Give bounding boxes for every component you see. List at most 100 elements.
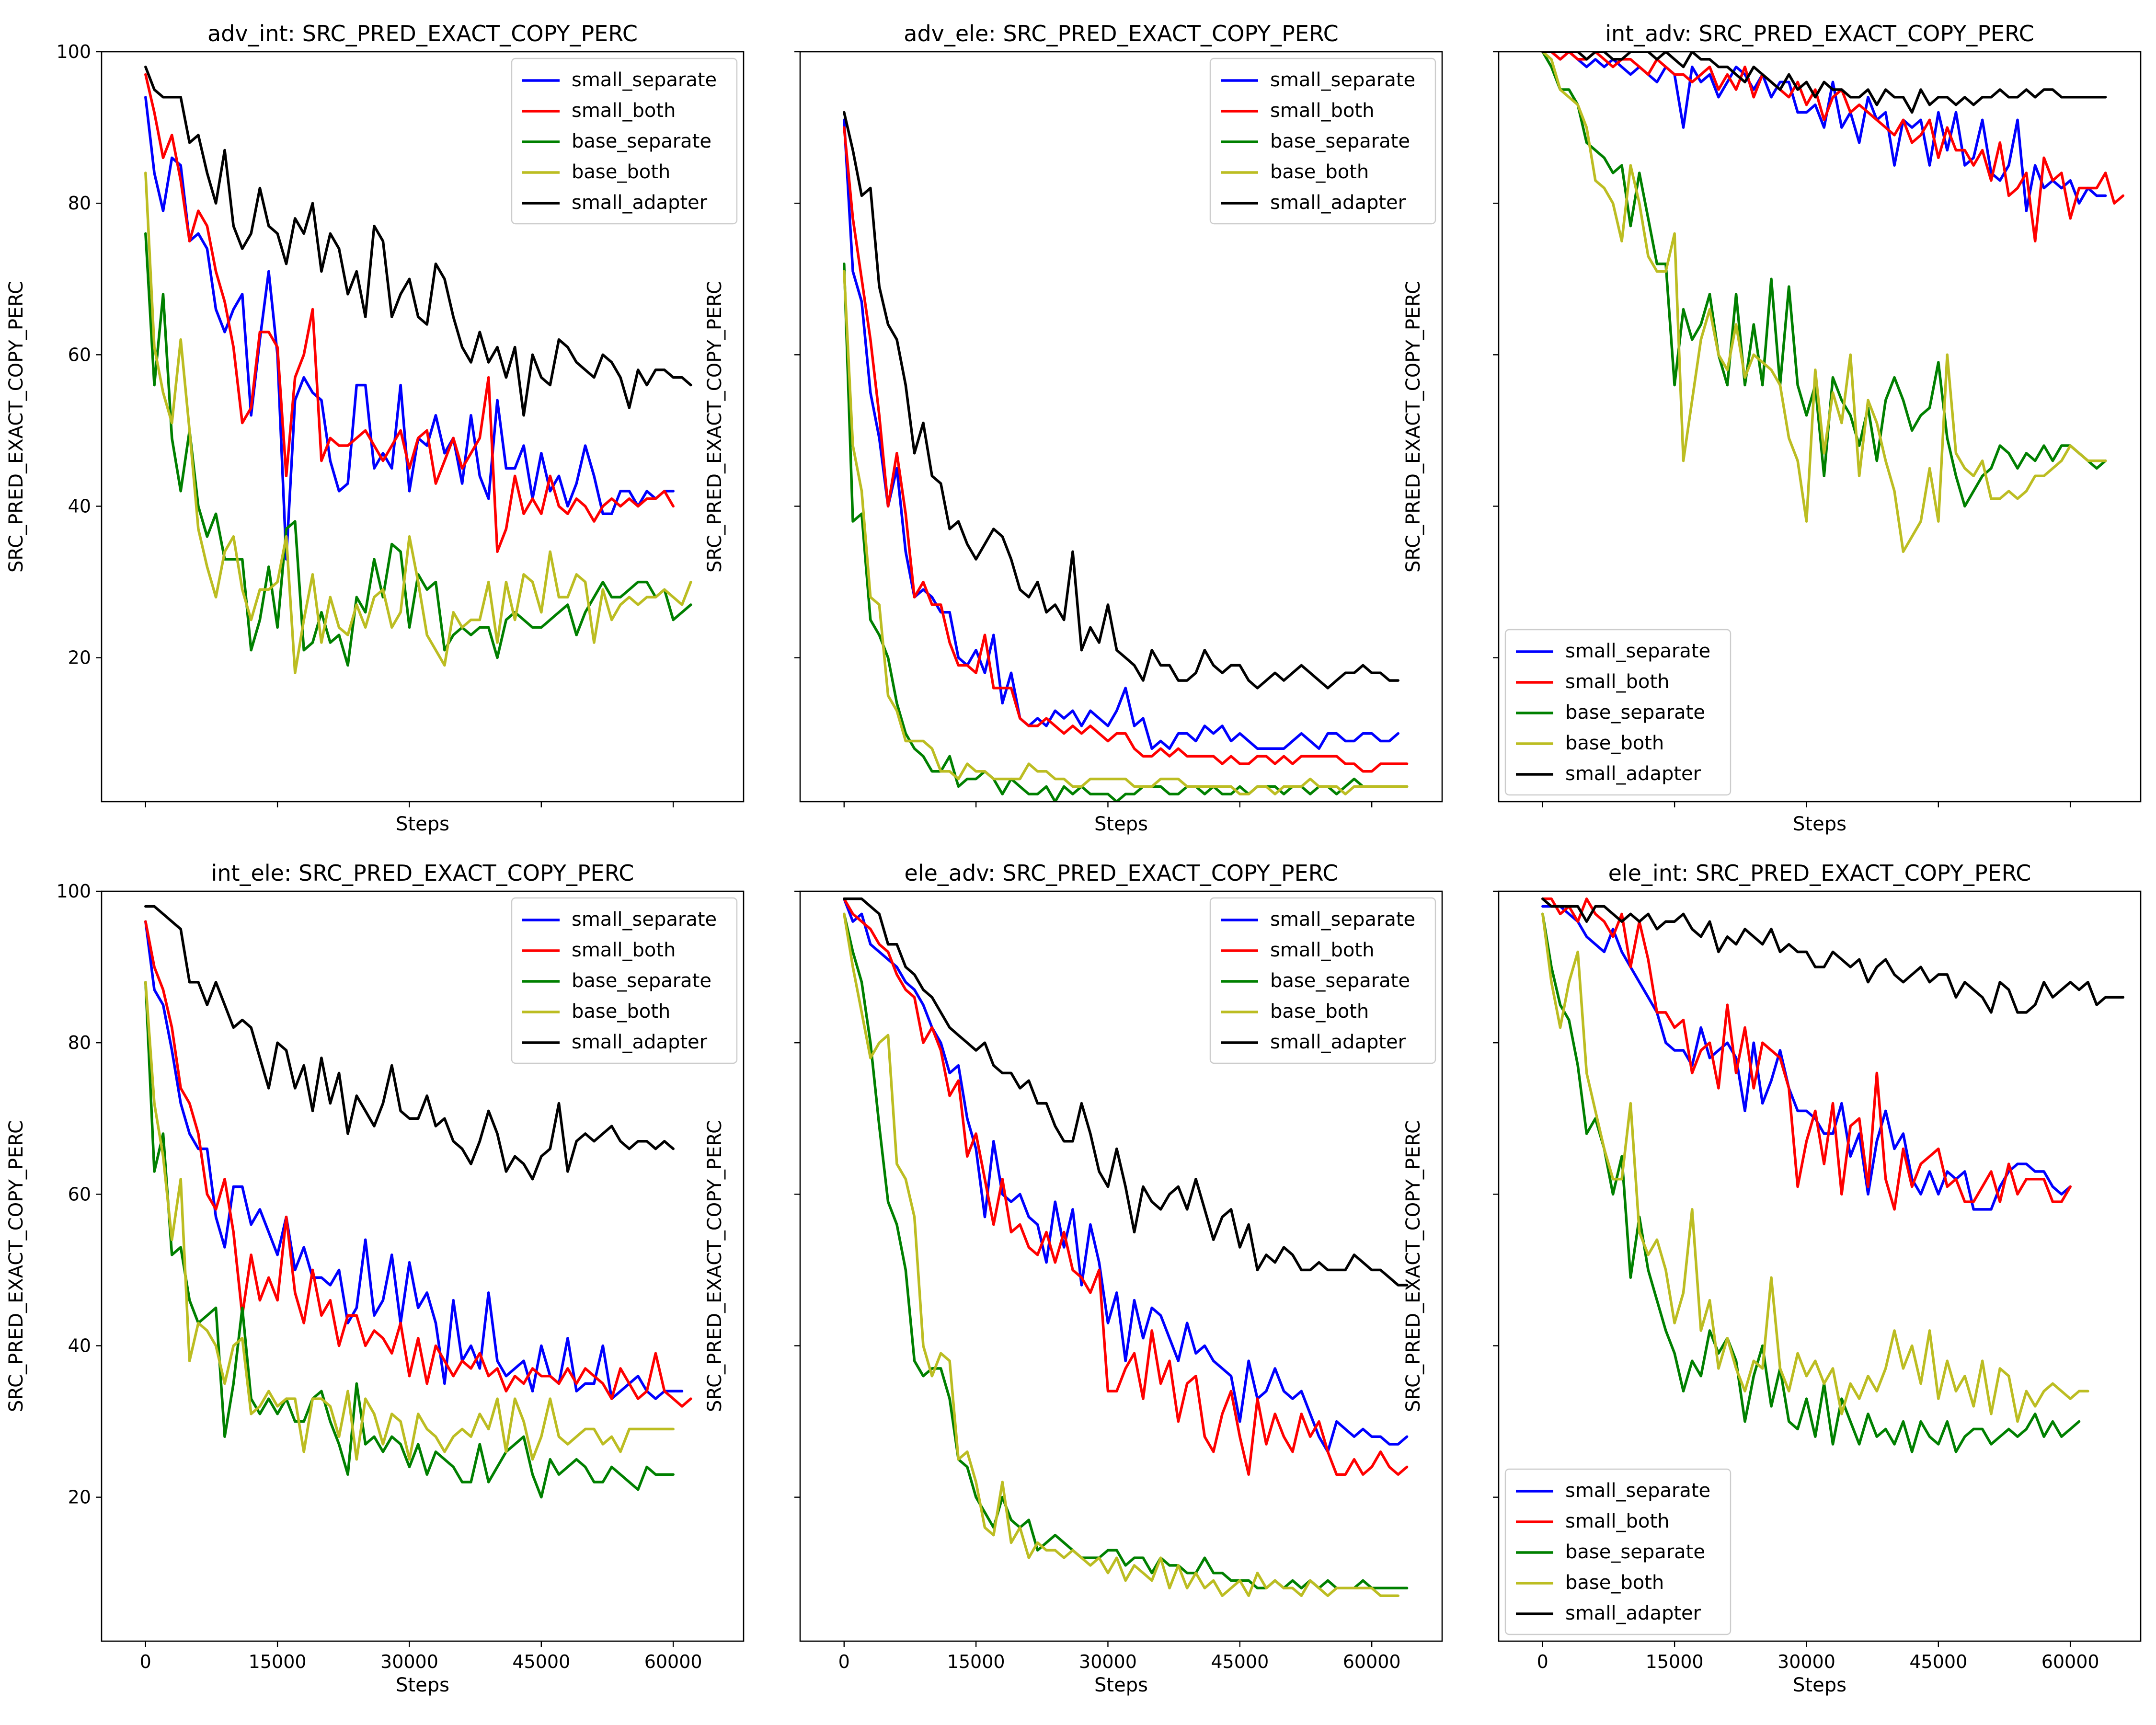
legend-entry-small_adapter: small_adapter [572, 192, 708, 214]
legend-entry-small_separate: small_separate [1270, 908, 1415, 931]
legend-box [511, 897, 738, 1064]
series-line-small_separate [1541, 52, 2107, 212]
subplot-1: adv_ele: SRC_PRED_EXACT_COPY_PERC Steps SR… [704, 21, 1443, 835]
legend-entry-small_both: small_both [1565, 1510, 1669, 1532]
subplot-0: adv_int: SRC_PRED_EXACT_COPY_PERC 20 40 60 8… [5, 21, 745, 835]
y-tick-label: 60 [68, 1184, 91, 1205]
x-tick-label: 45000 [1909, 1651, 1967, 1672]
subplot-title: int_adv: SRC_PRED_EXACT_COPY_PERC [1605, 21, 2034, 46]
y-tick-label: 20 [68, 647, 91, 668]
y-tick-label: 40 [68, 495, 91, 517]
series-line-base_separate [1541, 912, 2081, 1453]
series-line-small_both [1541, 52, 2125, 242]
y-tick-label: 20 [68, 1487, 91, 1508]
x-tick-label: 15000 [1646, 1651, 1704, 1672]
legend-entry-base_separate: base_separate [1270, 970, 1410, 992]
series-line-small_separate [843, 897, 1409, 1453]
x-tick-label: 45000 [512, 1651, 570, 1672]
legend-entry-base_separate: base_separate [1565, 702, 1705, 724]
y-tick-label: 80 [68, 1032, 91, 1053]
y-axis-label: SRC_PRED_EXACT_COPY_PERC [1402, 1120, 1424, 1412]
x-axis-label: Steps [396, 813, 449, 835]
legend-entry-base_separate: base_separate [1565, 1541, 1705, 1563]
axes-frame [799, 51, 1443, 803]
legend-entry-base_separate: base_separate [1270, 130, 1410, 152]
legend-entry-base_separate: base_separate [572, 130, 711, 152]
x-tick-label: 30000 [1778, 1651, 1835, 1672]
legend-entry-base_separate: base_separate [572, 970, 711, 992]
y-tick-label: 100 [56, 41, 91, 62]
series-group [1541, 52, 2125, 553]
series-group [144, 65, 692, 675]
legend-entry-small_separate: small_separate [1565, 1480, 1710, 1502]
legend-entry-small_adapter: small_adapter [1565, 1602, 1701, 1624]
x-axis-label: Steps [1793, 813, 1846, 835]
series-group [843, 897, 1409, 1597]
x-tick-label: 0 [140, 1651, 151, 1672]
x-tick-label: 30000 [380, 1651, 438, 1672]
series-line-base_both [1541, 52, 2107, 553]
x-tick-label: 45000 [1211, 1651, 1269, 1672]
x-axis-label: Steps [1094, 813, 1148, 835]
legend: small_separate small_both base_separatebas… [1504, 1468, 1732, 1635]
legend-entry-small_both: small_both [572, 100, 676, 122]
subplot-3: int_ele: SRC_PRED_EXACT_COPY_PERC 0 15000 3… [5, 860, 745, 1696]
x-tick-label: 60000 [644, 1651, 702, 1672]
series-line-small_both [843, 897, 1409, 1476]
y-axis-label: SRC_PRED_EXACT_COPY_PERC [5, 281, 27, 573]
legend-entry-small_both: small_both [1270, 939, 1374, 961]
legend: small_separate small_both base_separatebas… [1504, 629, 1732, 796]
legend-box [1209, 58, 1436, 225]
series-group [1541, 897, 2125, 1453]
series-line-small_both [144, 920, 692, 1408]
x-axis-label: Steps [396, 1674, 449, 1696]
series-line-small_both [144, 73, 675, 553]
legend-box [1209, 897, 1436, 1064]
legend-entry-small_adapter: small_adapter [572, 1031, 708, 1053]
axes-frame [799, 890, 1443, 1642]
axes-frame [101, 51, 745, 803]
legend-entry-small_separate: small_separate [572, 908, 717, 931]
series-line-base_both [144, 172, 692, 675]
series-group [843, 111, 1409, 802]
series-line-base_both [144, 980, 675, 1461]
series-line-base_separate [144, 980, 675, 1499]
x-tick-label: 60000 [2041, 1651, 2099, 1672]
y-tick-label: 80 [68, 193, 91, 214]
y-tick-label: 40 [68, 1335, 91, 1356]
x-tick-label: 60000 [1343, 1651, 1401, 1672]
subplot-title: adv_int: SRC_PRED_EXACT_COPY_PERC [207, 21, 638, 46]
legend-entry-base_both: base_both [1565, 732, 1664, 754]
series-line-small_adapter [1541, 897, 2125, 1014]
legend-entry-base_both: base_both [572, 161, 670, 183]
y-axis-label: SRC_PRED_EXACT_COPY_PERC [704, 281, 726, 573]
y-axis-label: SRC_PRED_EXACT_COPY_PERC [5, 1120, 27, 1412]
axes-frame [1498, 890, 2142, 1642]
legend-entry-base_both: base_both [1270, 161, 1369, 183]
series-line-small_adapter [1541, 52, 2107, 114]
legend-entry-small_separate: small_separate [1565, 640, 1710, 662]
legend: small_separate small_both base_separatebas… [511, 58, 738, 225]
series-line-small_adapter [144, 65, 692, 417]
legend: small_separate small_both base_separatebas… [1209, 897, 1436, 1064]
legend: small_separate small_both base_separatebas… [1209, 58, 1436, 225]
y-tick-label: 60 [68, 344, 91, 365]
series-line-small_both [843, 126, 1409, 773]
legend-entry-small_separate: small_separate [572, 69, 717, 91]
legend-entry-base_both: base_both [572, 1000, 670, 1023]
series-line-base_both [843, 270, 1409, 795]
y-axis-label: SRC_PRED_EXACT_COPY_PERC [704, 1120, 726, 1412]
subplot-title: adv_ele: SRC_PRED_EXACT_COPY_PERC [904, 21, 1339, 46]
y-axis-label: SRC_PRED_EXACT_COPY_PERC [1402, 281, 1424, 573]
legend-entry-small_adapter: small_adapter [1270, 192, 1406, 214]
x-axis-label: Steps [1094, 1674, 1148, 1696]
legend-entry-small_both: small_both [1270, 100, 1374, 122]
x-tick-label: 15000 [249, 1651, 307, 1672]
legend-entry-base_both: base_both [1565, 1572, 1664, 1594]
subplot-5: ele_int: SRC_PRED_EXACT_COPY_PERC 0 15000 3… [1402, 860, 2142, 1696]
legend-entry-small_adapter: small_adapter [1270, 1031, 1406, 1053]
subplot-2: int_adv: SRC_PRED_EXACT_COPY_PERC Steps SR… [1402, 21, 2142, 835]
series-line-small_adapter [843, 897, 1409, 1287]
legend-box [1504, 629, 1732, 796]
